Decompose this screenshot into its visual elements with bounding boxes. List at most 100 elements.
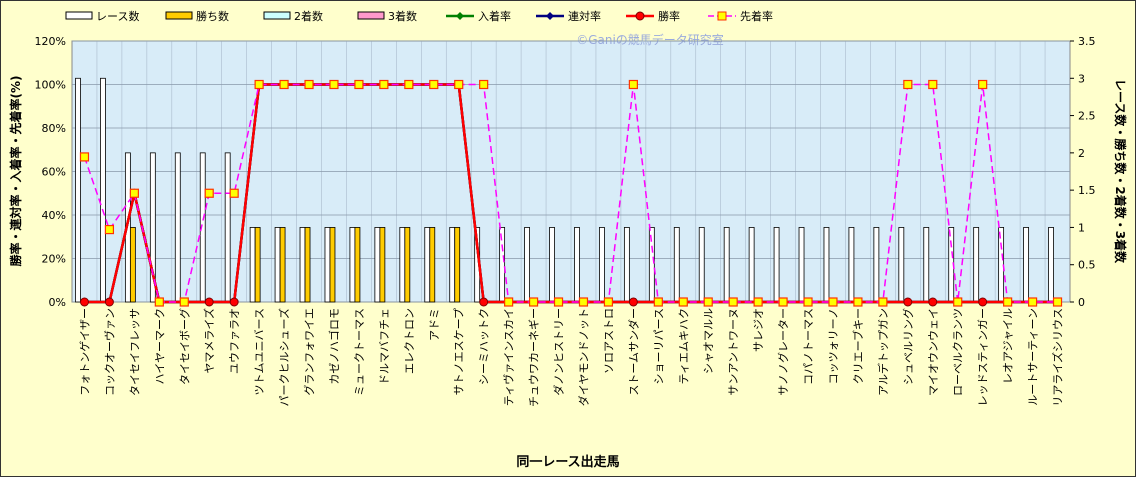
x-tick-label: エレクトロン <box>403 308 416 374</box>
bar <box>648 227 655 303</box>
line-marker <box>379 79 389 90</box>
line-marker <box>1052 297 1063 307</box>
bar <box>454 227 461 303</box>
legend-label: 勝率 <box>658 9 680 23</box>
line-marker <box>853 297 863 307</box>
bar <box>100 77 106 303</box>
line-marker <box>978 297 988 307</box>
x-tick-label: チュウワカーネギー <box>528 308 541 407</box>
x-tick-label: フォトンゲイザー <box>78 308 91 396</box>
bar <box>274 227 281 303</box>
legend-swatch <box>165 11 193 20</box>
x-tick-label: サレジオ <box>752 308 765 352</box>
x-tick-label: ハイヤーマーク <box>153 308 166 384</box>
legend-label: レース数 <box>96 10 139 23</box>
y2-tick-label: 2.5 <box>1078 110 1096 123</box>
x-tick-label: ソロアストロ <box>602 308 615 374</box>
x-tick-label: ルートサーティーン <box>1027 308 1040 406</box>
x-tick-label: クリエーブキー <box>851 308 865 384</box>
legend-label: 先着率 <box>740 9 773 23</box>
line-series <box>84 83 1058 304</box>
bar <box>304 227 311 303</box>
bar <box>923 227 930 303</box>
bar <box>549 227 555 303</box>
bar <box>424 227 431 303</box>
line-marker <box>329 79 339 90</box>
line-marker <box>279 79 289 90</box>
line-marker <box>628 79 638 90</box>
y2-tick-label: 3.5 <box>1078 35 1096 48</box>
bar <box>349 227 356 303</box>
y2-tick-label: 0 <box>1078 296 1085 309</box>
line-marker <box>429 79 439 90</box>
line-marker <box>354 79 364 90</box>
x-tick-label: レッドスティンガー <box>977 308 990 406</box>
bar <box>279 227 286 303</box>
line-marker <box>479 297 489 307</box>
line-marker <box>204 297 214 307</box>
x-tick-label: ダイヤモンドノット <box>576 308 590 406</box>
x-tick-label: コッツォリーノ <box>827 308 840 384</box>
x-tick-label: ヤマメライズ <box>202 308 216 374</box>
y2-tick-label: 2 <box>1078 147 1085 160</box>
line-marker <box>79 152 90 162</box>
line-marker <box>179 297 189 307</box>
x-tick-label: サノノグレーター <box>776 308 790 396</box>
x-tick-label: ユウファラオ <box>228 308 241 374</box>
line-marker <box>528 297 539 307</box>
line-marker <box>803 297 813 307</box>
line-marker <box>778 297 788 307</box>
line-marker <box>129 188 139 198</box>
line-marker <box>154 297 164 307</box>
line-marker <box>878 297 888 307</box>
line-marker <box>703 297 713 307</box>
bar <box>599 227 605 303</box>
line-marker <box>653 297 663 307</box>
legend-label: 3着数 <box>388 9 417 23</box>
bar <box>249 227 256 303</box>
y-tick-label: 40% <box>42 209 66 222</box>
y-tick-label: 0% <box>49 296 66 309</box>
line-marker <box>204 188 214 198</box>
line-marker <box>903 297 913 307</box>
bar <box>873 227 880 303</box>
x-tick-label: グランフォワイエ <box>302 308 316 396</box>
line-marker <box>454 79 464 90</box>
x-tick-label: アルデトップガン <box>876 308 890 396</box>
legend-marker <box>635 11 645 21</box>
x-tick-label: サトノエスケープ <box>453 308 466 395</box>
bar <box>374 227 381 303</box>
y-axis-title: 勝率・連対率・入着率・先着率(%) <box>8 76 23 267</box>
x-tick-label: ミュークトーマス <box>353 308 366 396</box>
bar <box>524 227 530 303</box>
line-marker <box>504 297 514 307</box>
x-tick-label: ツトムユニバース <box>253 308 266 395</box>
bar <box>723 227 730 303</box>
y-tick-label: 80% <box>42 122 66 135</box>
x-tick-label: コパノトーマス <box>802 308 815 385</box>
line-marker <box>903 79 913 90</box>
x-tick-label: ドルマバフチェ <box>378 308 391 385</box>
bar <box>404 227 411 303</box>
x-tick-label: パークヒルシューズ <box>277 308 291 406</box>
x-tick-label: カゼノハゴロモ <box>327 308 341 385</box>
bar <box>798 227 805 303</box>
bar <box>429 227 436 303</box>
bar <box>254 227 261 303</box>
bar <box>129 227 136 303</box>
line-marker <box>229 188 239 198</box>
line-marker <box>978 79 988 90</box>
line-marker <box>728 297 738 307</box>
x-tick-label: シュベルリング <box>901 308 915 385</box>
bar <box>748 227 755 303</box>
bar <box>379 227 386 303</box>
bar <box>299 227 306 303</box>
x-tick-label: ダノンヒストリー <box>552 308 566 396</box>
x-tick-label: コックオーヴァン <box>102 308 116 396</box>
line-marker <box>953 297 963 307</box>
x-axis-title: 同一レース出走馬 <box>516 454 619 470</box>
legend-label: 入着率 <box>478 9 511 23</box>
line-marker <box>79 297 89 307</box>
